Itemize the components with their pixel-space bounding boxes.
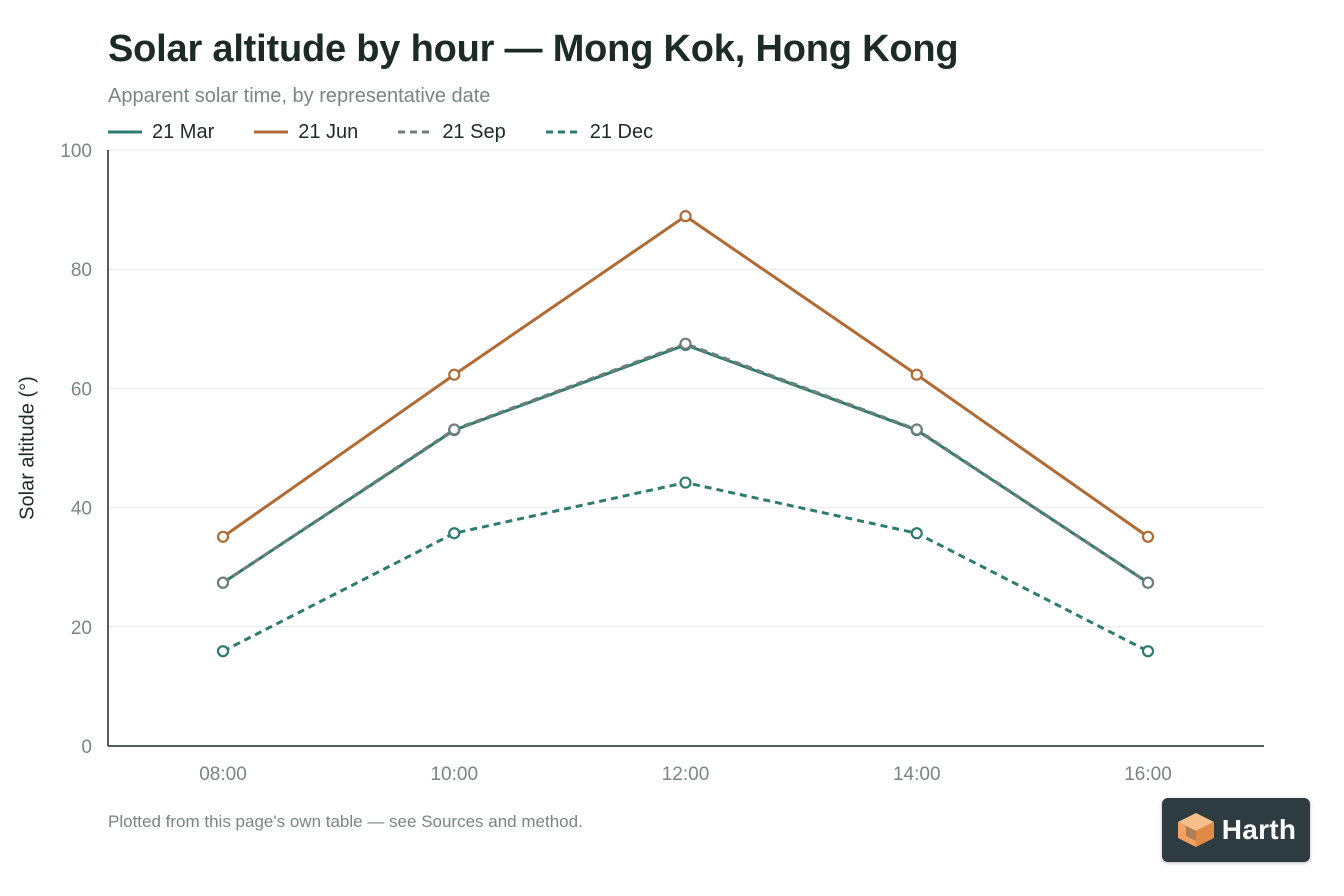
x-tick-label: 12:00 bbox=[662, 764, 710, 785]
data-point-21-jun bbox=[1141, 530, 1155, 543]
x-tick-label: 10:00 bbox=[430, 764, 478, 785]
data-point-21-sep bbox=[679, 337, 692, 350]
legend-label: 21 Dec bbox=[589, 120, 654, 143]
x-tick-label: 08:00 bbox=[199, 764, 247, 785]
y-axis-label: Solar altitude (°) bbox=[16, 376, 39, 520]
legend-item: 21 Jun bbox=[254, 121, 358, 144]
x-tick-label: 14:00 bbox=[893, 764, 941, 785]
legend-item: 21 Sep bbox=[398, 120, 506, 144]
legend-swatch bbox=[398, 130, 433, 134]
legend-label: 21 Jun bbox=[298, 120, 359, 143]
data-point-21-jun bbox=[216, 530, 230, 543]
data-point-21-jun bbox=[910, 368, 923, 381]
footnote: Plotted from this page's own table — see… bbox=[108, 812, 583, 831]
y-tick-label: 80 bbox=[71, 260, 92, 281]
data-point-21-dec bbox=[679, 476, 692, 489]
x-tick-label: 16:00 bbox=[1124, 764, 1172, 785]
legend-swatch bbox=[254, 130, 289, 134]
cube-icon bbox=[1177, 813, 1214, 847]
legend: 21 Mar 21 Jun 21 Sep 21 Dec bbox=[108, 120, 653, 144]
y-tick-label: 40 bbox=[71, 499, 92, 520]
legend-swatch bbox=[108, 130, 142, 134]
data-point-21-jun bbox=[448, 368, 461, 381]
chart-title: Solar altitude by hour — Mong Kok, Hong … bbox=[108, 28, 959, 70]
series-line-21-jun bbox=[222, 214, 1149, 539]
data-point-21-dec bbox=[910, 527, 923, 540]
y-tick-label: 0 bbox=[81, 737, 92, 758]
data-point-21-sep bbox=[216, 576, 230, 589]
chart-subtitle: Apparent solar time, by representative d… bbox=[108, 85, 491, 107]
legend-swatch bbox=[545, 130, 580, 134]
series-line-21-mar bbox=[222, 343, 1149, 584]
data-point-21-sep bbox=[910, 423, 923, 436]
legend-item: 21 Dec bbox=[545, 120, 654, 144]
harth-logo[interactable]: Harth bbox=[1162, 798, 1310, 862]
data-point-21-sep bbox=[448, 423, 461, 436]
series-line-21-sep bbox=[222, 342, 1149, 584]
logo-text: Harth bbox=[1221, 814, 1297, 845]
y-tick-label: 20 bbox=[71, 618, 92, 639]
legend-item: 21 Mar bbox=[108, 121, 214, 144]
legend-label: 21 Mar bbox=[152, 120, 215, 143]
legend-label: 21 Sep bbox=[442, 120, 506, 143]
data-point-21-sep bbox=[1141, 576, 1155, 589]
y-tick-label: 100 bbox=[60, 141, 92, 162]
data-point-21-dec bbox=[448, 527, 461, 540]
data-point-21-jun bbox=[679, 210, 692, 223]
data-point-21-dec bbox=[216, 645, 230, 658]
data-point-21-dec bbox=[1141, 645, 1155, 658]
y-tick-label: 60 bbox=[71, 379, 92, 400]
